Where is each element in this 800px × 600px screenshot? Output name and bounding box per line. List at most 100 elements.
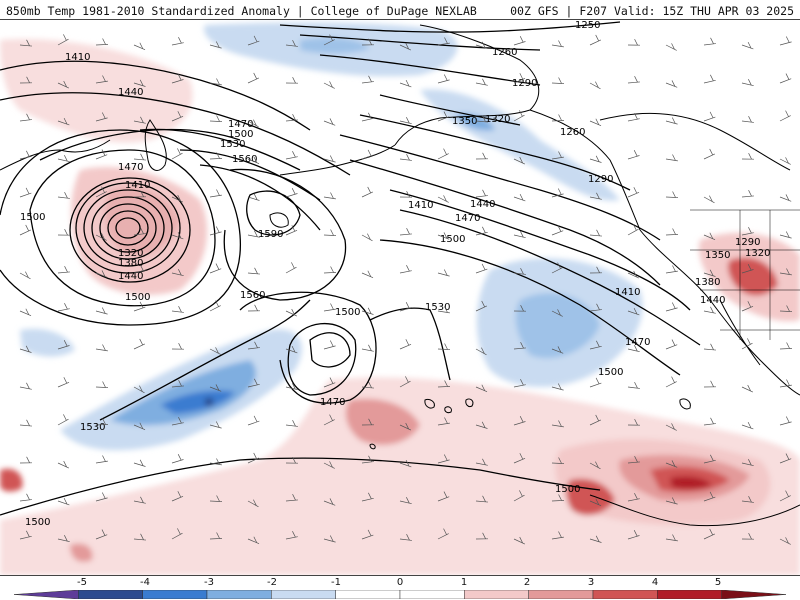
wind-barb — [665, 339, 678, 350]
contour-1530-band — [99, 299, 311, 421]
low-ring-3 — [99, 203, 157, 253]
contour-label: 1500 — [25, 517, 50, 528]
wind-barb — [475, 495, 488, 503]
wind-barb — [323, 155, 336, 163]
contour-1500-ring — [239, 291, 377, 404]
wind-barb — [437, 454, 450, 464]
borders — [690, 209, 800, 340]
wind-barb — [285, 531, 298, 540]
wind-barb — [19, 493, 32, 502]
wind-barb — [171, 417, 184, 426]
wind-barb — [627, 76, 640, 84]
wind-barb — [57, 340, 70, 350]
wind-barb — [779, 194, 792, 202]
wind-barb — [57, 460, 70, 469]
wind-barb — [437, 269, 450, 277]
wind-barb — [209, 495, 223, 502]
colorbar-bin — [206, 590, 272, 599]
hawaii-islands — [424, 398, 474, 414]
contour-label: 1320 — [745, 248, 770, 259]
contour-label: 1500 — [598, 367, 623, 378]
wind-barb — [171, 148, 183, 160]
wind-barb — [209, 347, 221, 355]
wind-barb — [741, 384, 754, 393]
wind-barb — [589, 118, 602, 127]
contour-label: 1500 — [228, 129, 253, 140]
contour-1530-upper — [369, 307, 451, 381]
wind-barb — [95, 270, 108, 278]
contour-1440-mid — [389, 189, 691, 311]
cold-anomaly-alaska-core — [455, 113, 495, 131]
wind-barb — [513, 536, 526, 545]
wind-barb — [475, 78, 488, 86]
wind-barb — [133, 459, 146, 467]
wind-barb — [475, 41, 488, 49]
wind-barb — [209, 300, 221, 312]
wind-barb — [95, 418, 109, 426]
wind-barb — [627, 270, 640, 279]
wind-barb — [665, 376, 677, 388]
wind-barb — [399, 339, 412, 350]
wind-barb — [437, 306, 450, 314]
west-coast-us — [639, 229, 800, 396]
wind-barb — [171, 111, 184, 122]
contour-label: 1380 — [695, 277, 720, 288]
wind-barb — [209, 115, 223, 122]
coastlines — [0, 24, 800, 527]
wind-barb — [703, 111, 716, 122]
wind-barb — [95, 529, 108, 540]
wind-barb — [741, 264, 754, 274]
contour-label: 1530 — [425, 302, 450, 313]
wind-barb — [247, 267, 260, 275]
wind-barb — [703, 232, 716, 241]
contour-1320 — [379, 94, 521, 126]
wind-barb — [361, 455, 374, 464]
wind-barb — [741, 227, 754, 236]
contour-label: 1410 — [65, 52, 90, 63]
wind-barb — [133, 338, 146, 350]
colorbar-bin — [14, 590, 79, 599]
wind-barb — [551, 77, 565, 84]
wind-barb — [437, 111, 450, 122]
wind-barb — [779, 490, 791, 502]
kamchatka-coast — [144, 119, 167, 171]
weather-map[interactable]: 1410 1440 1470 1500 1530 1560 1590 1410 … — [0, 20, 800, 575]
wind-barb — [285, 457, 299, 464]
wind-barb — [627, 530, 640, 540]
wind-barb — [285, 345, 298, 354]
wind-barb — [703, 417, 716, 426]
wind-barb — [437, 343, 451, 350]
low-ring-1 — [115, 217, 141, 239]
wind-barb — [95, 75, 108, 84]
contour-label: 1350 — [705, 250, 730, 261]
wind-barb — [627, 187, 640, 198]
wind-barb — [323, 377, 336, 388]
wind-barb — [437, 74, 450, 84]
contour-label: 1260 — [560, 127, 585, 138]
map-canvas: 1410 1440 1470 1500 1530 1560 1590 1410 … — [0, 20, 800, 575]
small-island-1 — [679, 398, 691, 410]
colorbar-tick: 1 — [460, 577, 468, 588]
wind-barb — [133, 496, 146, 504]
wind-barb — [551, 225, 564, 236]
wind-barb — [665, 265, 678, 274]
wind-barb — [589, 192, 602, 200]
wind-barb — [285, 262, 297, 274]
wind-barb — [627, 307, 640, 316]
wind-barb — [589, 535, 602, 543]
wind-barb — [703, 37, 716, 46]
wind-barbs — [19, 34, 793, 545]
colorbar-tick: -3 — [204, 577, 214, 588]
wind-barb — [551, 531, 564, 540]
wind-barb — [741, 301, 754, 312]
contour-label: 1470 — [228, 119, 253, 130]
wind-barb — [285, 383, 298, 391]
wind-barb — [247, 35, 260, 46]
wind-barb — [247, 341, 260, 350]
wind-barb — [57, 303, 70, 312]
wind-barb — [361, 38, 375, 46]
warm-anomaly-southeast-deep — [670, 476, 712, 490]
wind-barb — [209, 532, 223, 540]
wind-barb — [779, 305, 793, 312]
contour-label: 1530 — [220, 139, 245, 150]
